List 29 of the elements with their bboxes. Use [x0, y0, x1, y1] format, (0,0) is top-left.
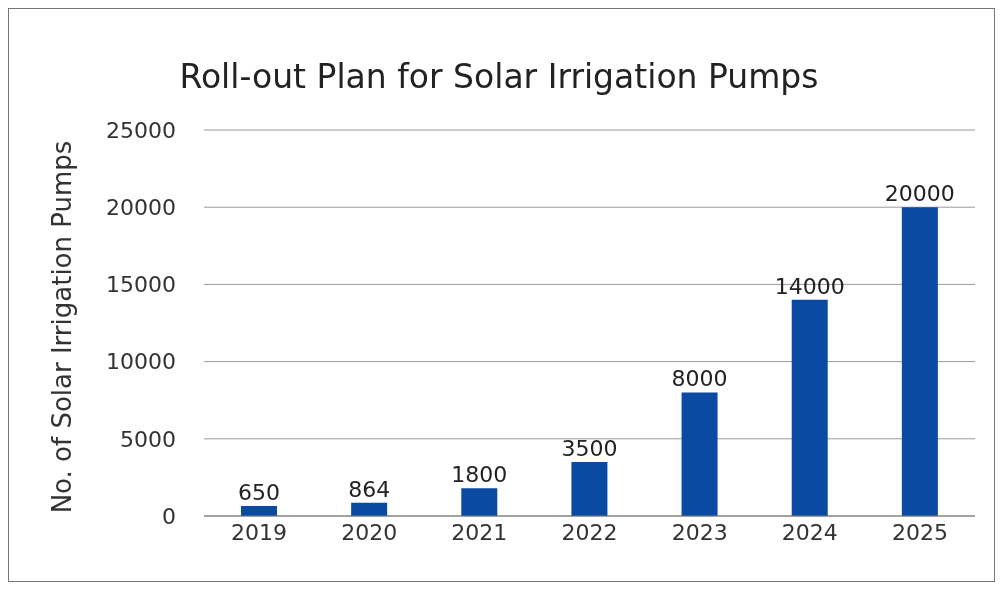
y-tick-label: 25000 [106, 117, 176, 143]
x-tick-label: 2023 [671, 519, 728, 545]
data-label: 8000 [671, 366, 728, 392]
x-tick-label: 2024 [781, 519, 838, 545]
data-label: 14000 [774, 273, 845, 299]
data-label: 864 [348, 476, 391, 502]
y-tick-label: 20000 [106, 195, 176, 221]
data-label: 3500 [561, 435, 618, 461]
bar [791, 299, 828, 516]
data-label: 1800 [451, 462, 508, 488]
bar [681, 392, 718, 516]
data-label: 650 [238, 479, 280, 505]
x-tick-label: 2025 [891, 519, 948, 545]
x-tick-label: 2022 [561, 519, 618, 545]
x-tick-label: 2021 [451, 519, 508, 545]
chart-title: Roll-out Plan for Solar Irrigation Pumps [178, 57, 820, 96]
bar [461, 488, 498, 516]
data-label: 20000 [884, 181, 955, 207]
y-tick-label: 0 [162, 503, 176, 529]
x-tick-label: 2020 [341, 519, 398, 545]
bar [571, 461, 608, 516]
bar [901, 207, 938, 516]
y-tick-label: 15000 [106, 272, 176, 298]
y-axis-title: No. of Solar Irrigation Pumps [47, 140, 77, 514]
y-tick-label: 5000 [120, 426, 176, 452]
x-tick-label: 2019 [231, 519, 288, 545]
y-tick-label: 10000 [106, 349, 176, 375]
bar [351, 502, 388, 516]
bar [241, 505, 277, 516]
